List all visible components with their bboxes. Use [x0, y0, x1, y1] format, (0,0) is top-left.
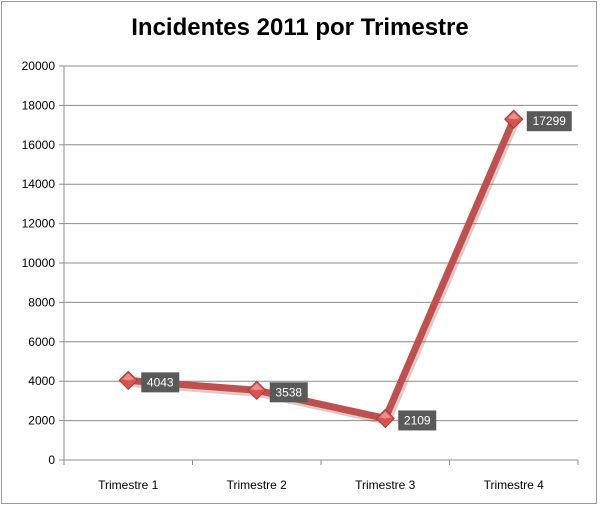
y-tick-label: 2000: [28, 414, 55, 428]
y-tick-label: 16000: [22, 138, 56, 152]
y-tick-label: 6000: [28, 335, 55, 349]
x-tick-label: Trimestre 1: [98, 478, 159, 492]
data-point-marker: [504, 109, 524, 129]
data-point-marker: [247, 380, 267, 401]
chart-title: Incidentes 2011 por Trimestre: [131, 14, 469, 41]
data-label-box: [398, 410, 437, 431]
x-tick-label: Trimestre 3: [355, 478, 416, 492]
y-tick-label: 20000: [22, 59, 56, 73]
data-label: 3538: [275, 385, 302, 399]
data-point-marker-highlight: [250, 383, 263, 391]
y-tick-label: 0: [48, 453, 55, 467]
data-point-marker: [375, 408, 395, 429]
data-point-marker-highlight: [507, 112, 520, 120]
data-point-marker-highlight: [122, 373, 135, 381]
y-tick-label: 12000: [22, 217, 56, 231]
y-tick-label: 10000: [22, 256, 56, 270]
series-line-group: [124, 115, 520, 425]
gridlines: [64, 65, 578, 422]
y-tick-label: 4000: [28, 374, 55, 388]
data-label: 2109: [404, 413, 431, 427]
data-label: 4043: [147, 375, 174, 389]
markers: [118, 109, 524, 429]
data-label-box: [141, 372, 180, 393]
data-label: 17299: [533, 114, 567, 128]
series-line: [124, 115, 518, 422]
y-tick-label: 18000: [22, 98, 56, 112]
y-tick-label: 8000: [28, 295, 55, 309]
data-labels: 4043 3538 2109 17299: [141, 111, 572, 431]
x-tick-label: Trimestre 2: [227, 478, 288, 492]
x-tick-label: Trimestre 4: [484, 478, 545, 492]
data-point-marker-highlight: [379, 411, 392, 419]
y-tick-label: 14000: [22, 177, 56, 191]
x-axis-ticks: Trimestre 1 Trimestre 2 Trimestre 3 Trimest…: [63, 460, 579, 492]
data-label-box: [269, 382, 308, 403]
y-axis-ticks: 0 2000 4000 6000 8000 10000 12000 14000 16000 180…: [22, 59, 64, 467]
series-line-shadow: [125, 116, 520, 425]
data-point-marker: [118, 370, 138, 391]
data-label-box: [526, 111, 572, 132]
